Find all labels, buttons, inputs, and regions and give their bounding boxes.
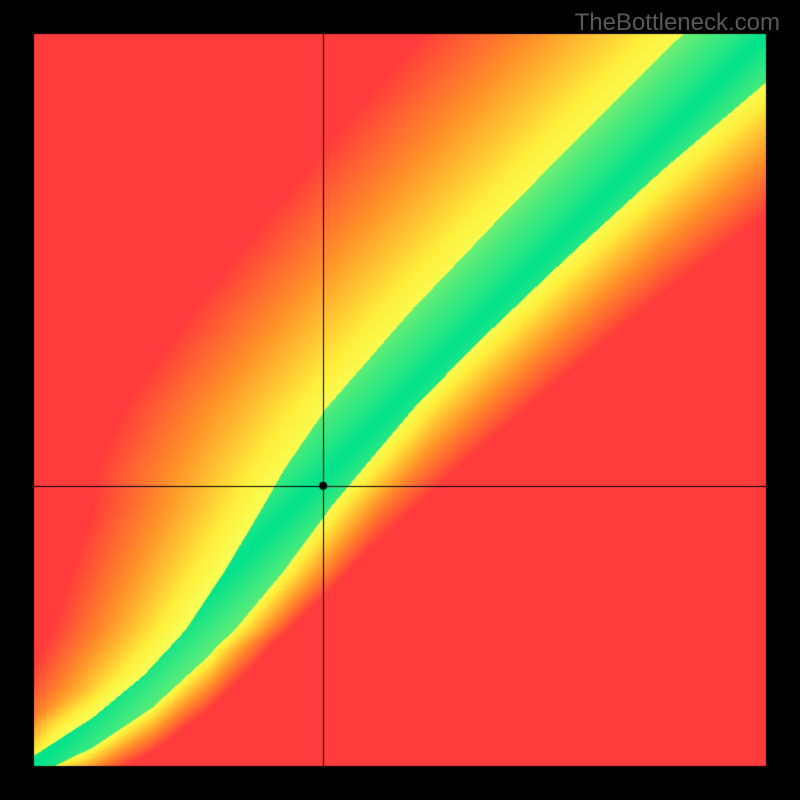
chart-container: TheBottleneck.com	[0, 0, 800, 800]
watermark-text: TheBottleneck.com	[575, 9, 780, 37]
bottleneck-heatmap	[0, 0, 800, 800]
